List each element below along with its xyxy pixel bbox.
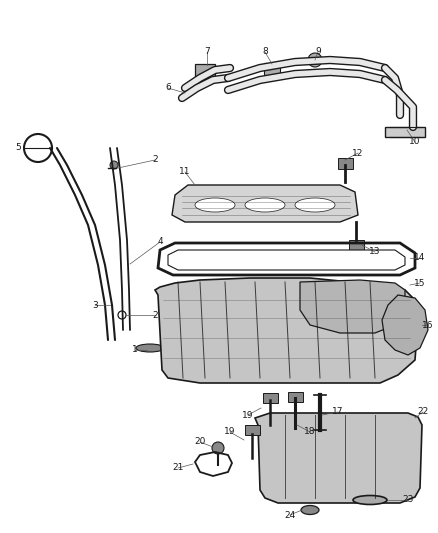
Text: 9: 9 — [315, 47, 321, 56]
Text: 15: 15 — [414, 279, 426, 287]
Text: 19: 19 — [242, 410, 254, 419]
Text: 2: 2 — [152, 156, 158, 165]
FancyBboxPatch shape — [262, 392, 278, 402]
Text: 13: 13 — [369, 247, 381, 256]
Text: 14: 14 — [414, 254, 426, 262]
Text: 12: 12 — [352, 149, 364, 157]
Circle shape — [308, 53, 322, 67]
Text: 5: 5 — [15, 143, 21, 152]
Ellipse shape — [195, 198, 235, 212]
Polygon shape — [255, 413, 422, 503]
Text: 1: 1 — [132, 345, 138, 354]
Ellipse shape — [353, 496, 387, 505]
Text: 19: 19 — [224, 427, 236, 437]
Polygon shape — [382, 295, 428, 355]
FancyBboxPatch shape — [264, 63, 280, 79]
FancyBboxPatch shape — [287, 392, 303, 401]
Text: 3: 3 — [92, 301, 98, 310]
FancyBboxPatch shape — [349, 239, 364, 251]
Text: 23: 23 — [403, 496, 413, 505]
Ellipse shape — [301, 505, 319, 514]
Text: 21: 21 — [172, 464, 184, 472]
Text: 7: 7 — [204, 47, 210, 56]
FancyBboxPatch shape — [244, 424, 259, 434]
Ellipse shape — [295, 198, 335, 212]
Polygon shape — [155, 278, 418, 383]
Polygon shape — [168, 250, 405, 270]
Text: 18: 18 — [304, 427, 316, 437]
Text: 22: 22 — [417, 408, 429, 416]
FancyBboxPatch shape — [195, 64, 215, 80]
FancyBboxPatch shape — [338, 157, 353, 168]
Polygon shape — [172, 185, 358, 222]
Text: 8: 8 — [262, 47, 268, 56]
Text: 4: 4 — [157, 238, 163, 246]
Text: 10: 10 — [409, 138, 421, 147]
Polygon shape — [300, 280, 405, 333]
Ellipse shape — [136, 344, 164, 352]
Text: 16: 16 — [422, 320, 434, 329]
Circle shape — [118, 311, 126, 319]
FancyBboxPatch shape — [385, 127, 425, 137]
Text: 11: 11 — [179, 167, 191, 176]
Text: 20: 20 — [194, 438, 206, 447]
Text: 6: 6 — [165, 84, 171, 93]
Text: 24: 24 — [284, 511, 296, 520]
Ellipse shape — [245, 198, 285, 212]
Text: 17: 17 — [332, 408, 344, 416]
Circle shape — [110, 161, 118, 169]
Circle shape — [212, 442, 224, 454]
Text: 2: 2 — [152, 311, 158, 319]
